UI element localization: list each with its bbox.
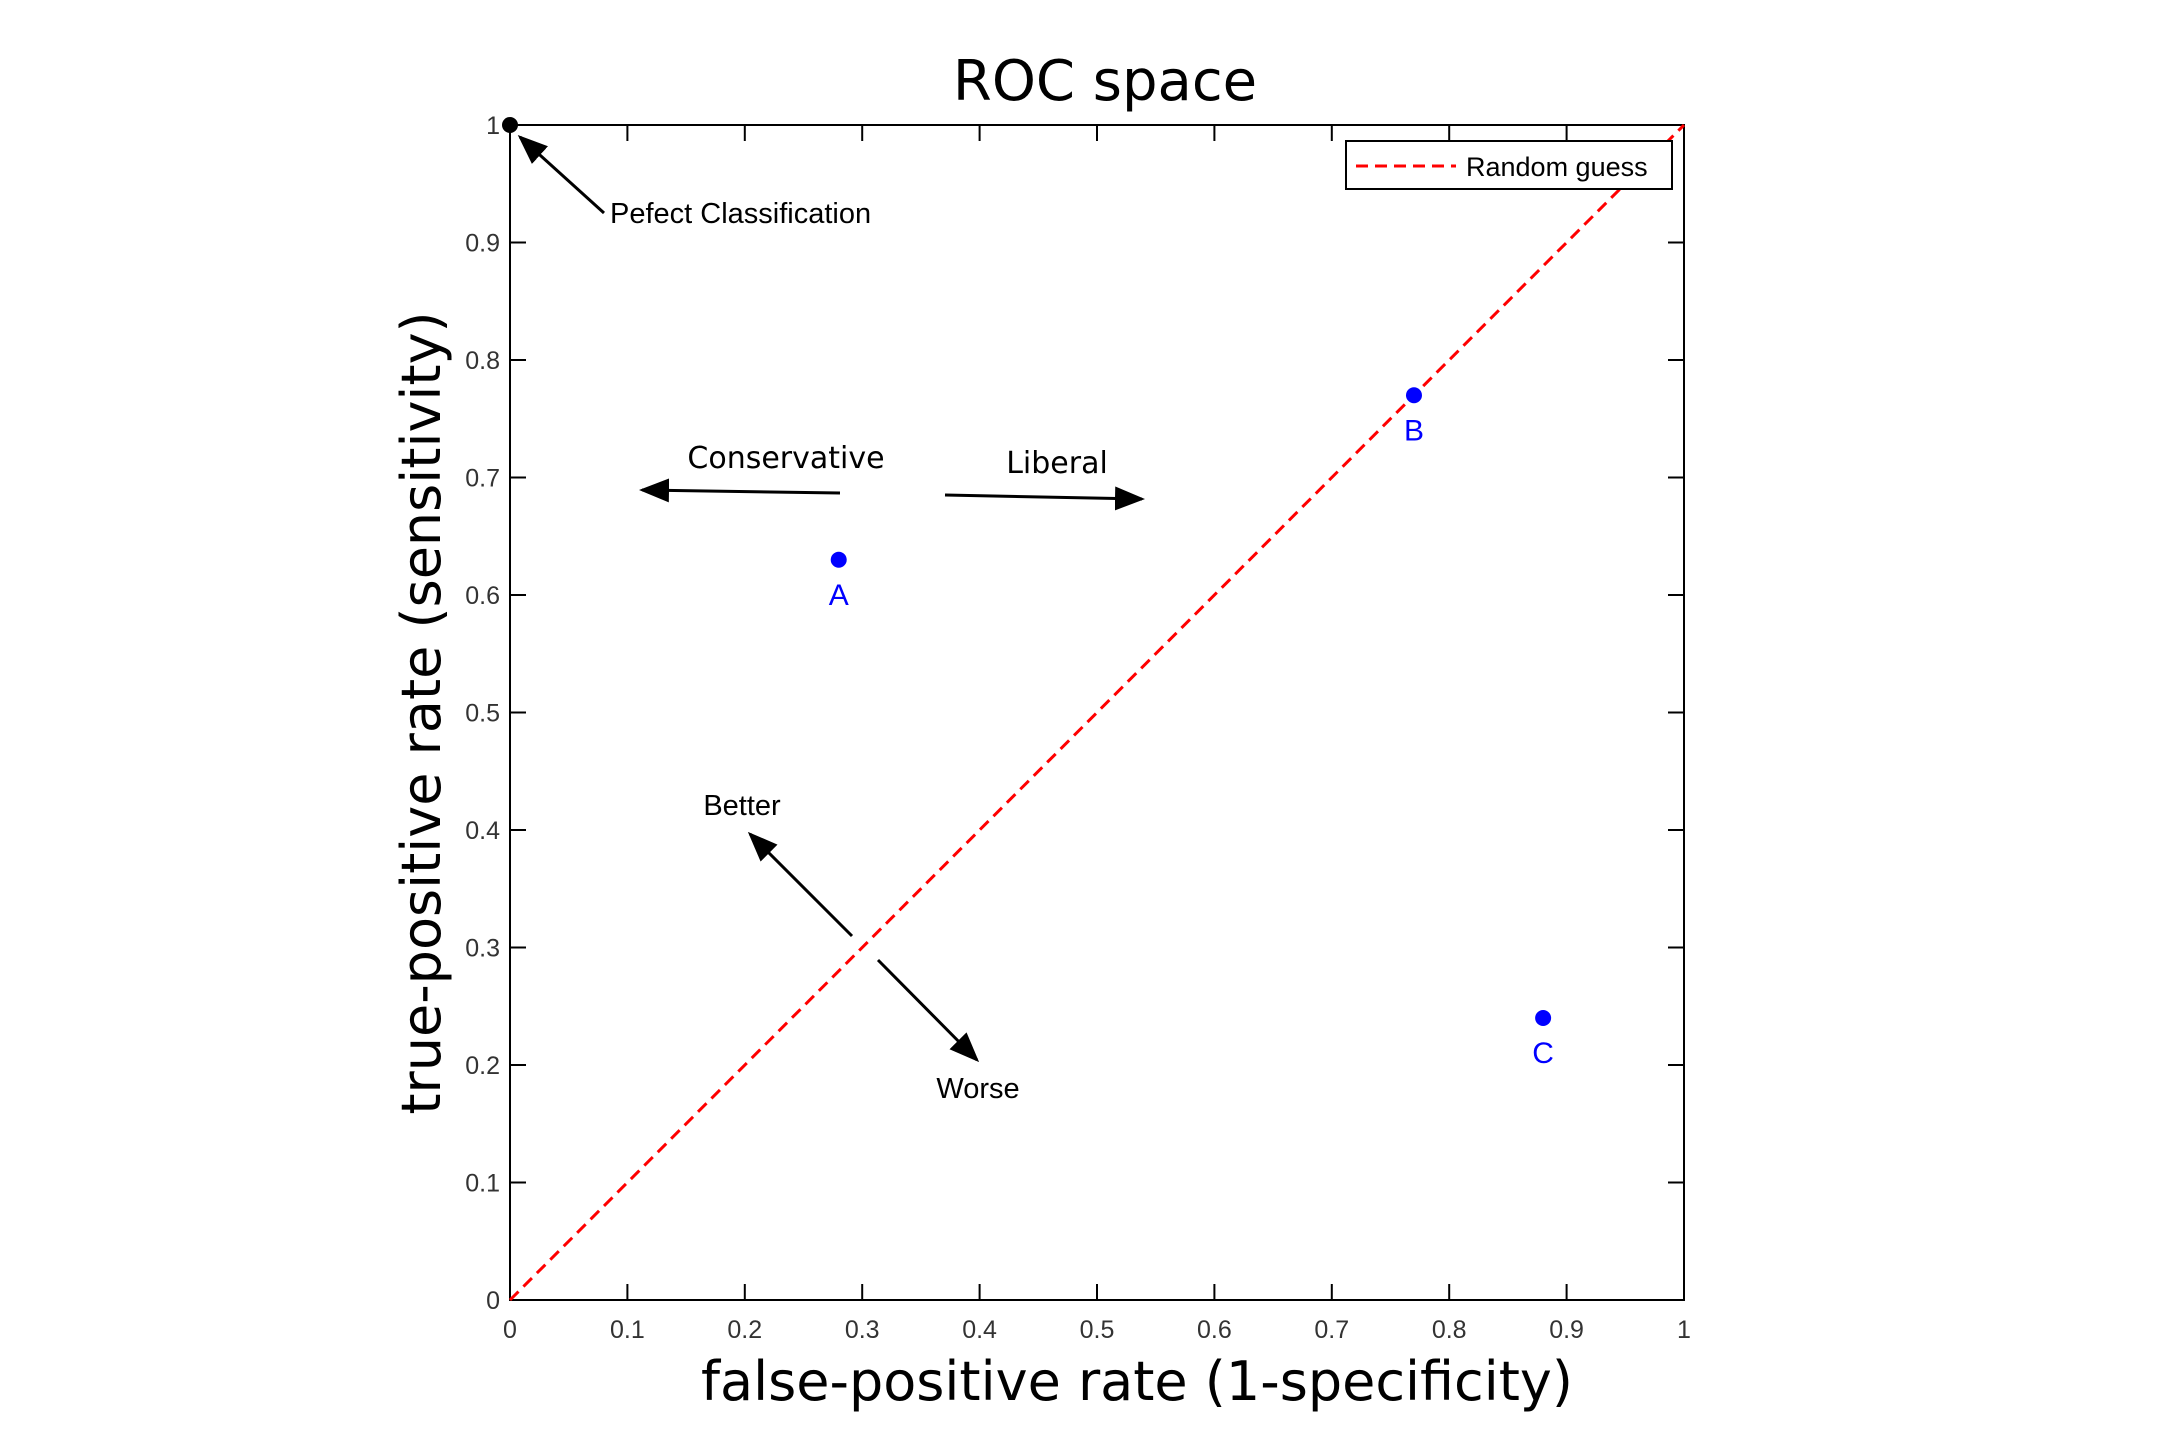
x-tick-label: 0.3 — [845, 1316, 880, 1344]
point-perfect — [502, 117, 518, 133]
y-tick-label: 0.2 — [465, 1052, 500, 1080]
chart-title: ROC space — [953, 49, 1257, 114]
better-arrow — [747, 831, 854, 938]
annotation-better: Better — [703, 790, 781, 822]
x-tick-label: 1 — [1677, 1316, 1691, 1344]
point-b — [1405, 387, 1422, 404]
x-axis-label: false-positive rate (1-specificity) — [701, 1350, 1573, 1413]
series-random-guess-line — [508, 123, 1686, 1302]
legend: Random guess — [1345, 140, 1673, 190]
y-tick-label: 0.3 — [465, 935, 500, 963]
y-axis-ticks: 0 0.1 0.2 0.3 0.4 0.5 0.6 0.7 0.8 0.9 1 — [465, 112, 1684, 1315]
legend-label-random-guess: Random guess — [1466, 152, 1648, 182]
points-layer: A B C — [502, 117, 1554, 1070]
point-label-a: A — [829, 579, 849, 612]
y-tick-label: 0.4 — [465, 817, 500, 845]
x-tick-label: 0.6 — [1197, 1316, 1232, 1344]
x-tick-label: 0.7 — [1314, 1316, 1349, 1344]
y-tick-label: 0.1 — [465, 1170, 500, 1198]
x-tick-label: 0.5 — [1080, 1316, 1115, 1344]
x-tick-label: 0.4 — [962, 1316, 997, 1344]
x-tick-label: 0.1 — [610, 1316, 645, 1344]
y-tick-label: 0.6 — [465, 582, 500, 610]
y-axis-label: true-positive rate (sensitivity) — [390, 311, 453, 1114]
x-tick-label: 0 — [503, 1316, 517, 1344]
series-layer — [508, 123, 1686, 1302]
x-tick-label: 0.8 — [1432, 1316, 1467, 1344]
y-tick-label: 0.5 — [465, 700, 500, 728]
x-axis-ticks: 0 0.1 0.2 0.3 0.4 0.5 0.6 0.7 0.8 0.9 1 — [503, 125, 1691, 1344]
y-tick-label: 0 — [486, 1287, 500, 1315]
annotation-perfect: Pefect Classification — [610, 198, 871, 230]
annotation-conservative: Conservative — [687, 441, 884, 476]
perfect-arrow — [517, 134, 606, 215]
y-tick-label: 1 — [486, 112, 500, 140]
conservative-arrow — [639, 478, 841, 503]
annotation-worse: Worse — [936, 1073, 1019, 1105]
y-tick-label: 0.7 — [465, 465, 500, 493]
x-tick-label: 0.2 — [727, 1316, 762, 1344]
y-tick-label: 0.8 — [465, 347, 500, 375]
liberal-arrow — [944, 486, 1145, 511]
worse-arrow — [876, 958, 980, 1063]
y-tick-label: 0.9 — [465, 230, 500, 258]
point-c — [1535, 1010, 1552, 1026]
x-tick-label: 0.9 — [1549, 1316, 1584, 1344]
point-label-c: C — [1532, 1037, 1554, 1070]
annotation-liberal: Liberal — [1006, 446, 1108, 481]
point-a — [830, 551, 847, 568]
point-label-b: B — [1404, 414, 1424, 447]
